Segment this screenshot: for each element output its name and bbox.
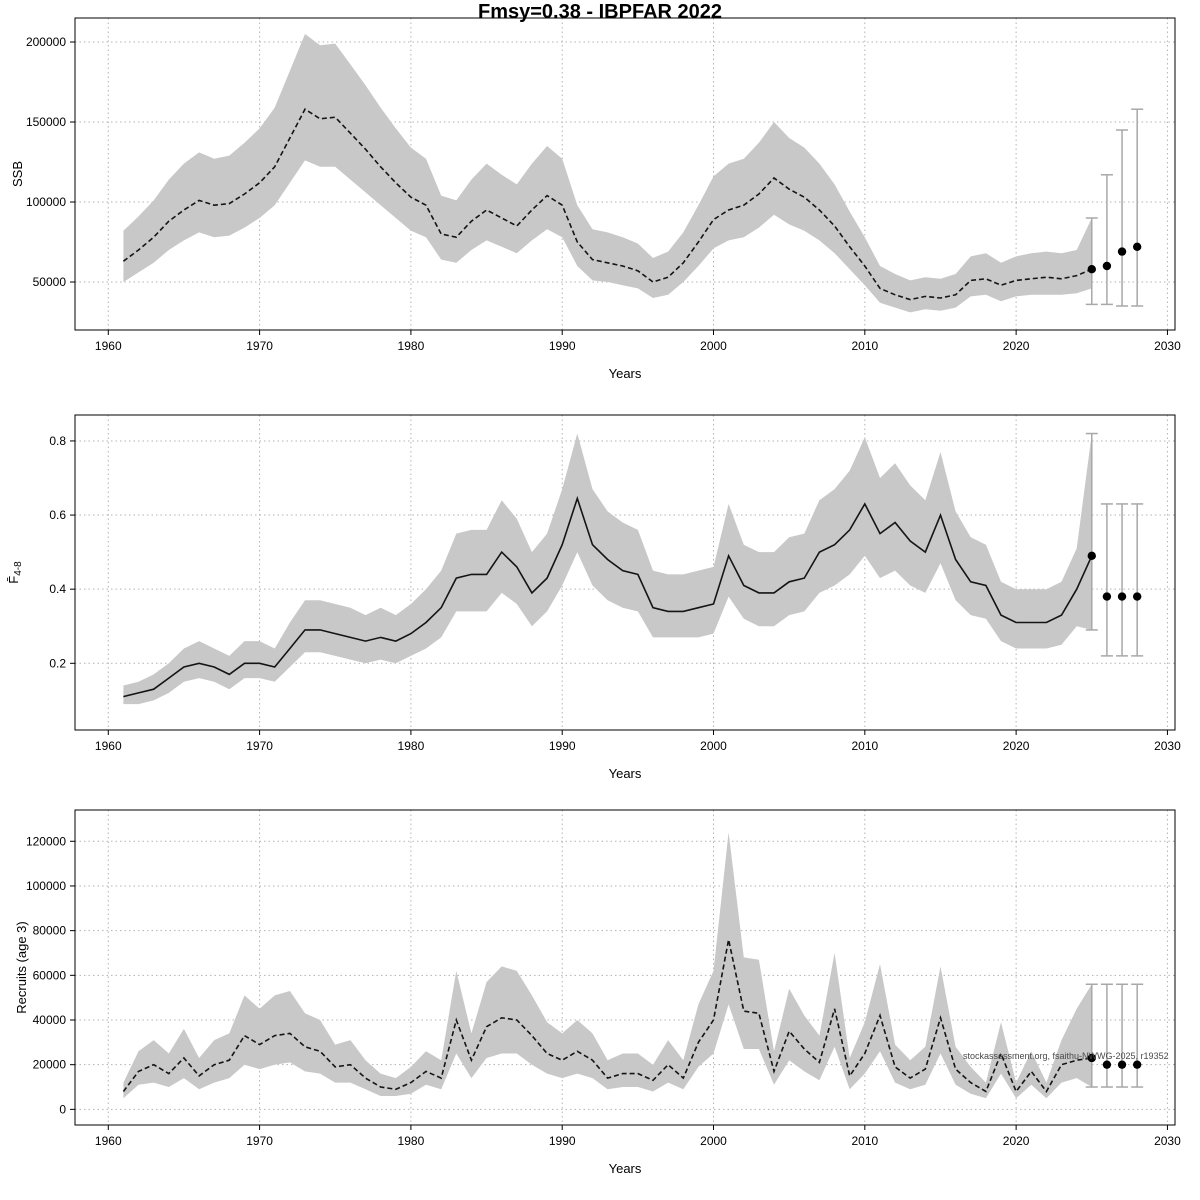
y-tick-label: 20000 (33, 1058, 67, 1072)
recruits-panel: 1960 1970 1980 1990 2000 2010 2020 2030 0 20000 40… (14, 809, 1181, 1176)
forecast-point (1117, 247, 1127, 256)
forecast-point (1117, 592, 1127, 601)
x-tick-label: 1970 (246, 1134, 273, 1148)
y-tick-label: 150000 (26, 115, 66, 129)
confidence-band (123, 433, 1092, 705)
y-axis-label: F̄4-8 (6, 561, 24, 584)
x-tick-label: 2020 (1003, 339, 1030, 353)
x-tick-label: 2020 (1003, 1134, 1030, 1148)
y-tick-label: 0.8 (49, 434, 66, 448)
confidence-band (123, 34, 1092, 313)
x-tick-label: 2020 (1003, 739, 1030, 753)
forecast-point (1132, 592, 1142, 601)
confidence-band (123, 832, 1092, 1099)
x-tick-label: 2000 (700, 339, 727, 353)
x-tick-label: 1990 (549, 1134, 576, 1148)
x-tick-label: 1970 (246, 339, 273, 353)
x-tick-label: 1960 (95, 739, 122, 753)
figure-title: Fmsy=0.38 - IBPFAR 2022 (477, 1, 722, 23)
y-tick-label: 60000 (33, 968, 67, 982)
mean-line (123, 495, 1093, 698)
x-tick-label: 2030 (1154, 1134, 1181, 1148)
x-tick-label: 1970 (246, 739, 273, 753)
x-axis-label: Years (609, 366, 642, 381)
forecast-point (1087, 551, 1096, 561)
ssb-panel: 1960 1970 1980 1990 2000 2010 2020 2030 50000 100… (10, 17, 1181, 381)
forecast-point (1102, 592, 1112, 601)
x-tick-label: 2030 (1154, 339, 1181, 353)
y-tick-label: 50000 (33, 275, 67, 289)
x-tick-label: 1980 (398, 339, 425, 353)
x-tick-label: 2010 (851, 339, 878, 353)
y-tick-label: 0 (59, 1102, 66, 1116)
x-axis-label: Years (609, 766, 642, 781)
y-tick-label: 0.4 (49, 582, 66, 596)
mean-line (122, 108, 1093, 301)
watermark-text: stockassessment.org, fsaithu-NWWG-2025, … (963, 1051, 1169, 1061)
fbar-panel: 1960 1970 1980 1990 2000 2010 2020 2030 0.2 0.4 0.… (6, 414, 1181, 781)
forecast-point (1087, 265, 1096, 274)
mean-line (122, 939, 1092, 1094)
y-tick-label: 120000 (26, 834, 66, 848)
forecast-point (1117, 1060, 1127, 1069)
x-tick-label: 1980 (398, 1134, 425, 1148)
x-axis-label: Years (609, 1161, 642, 1176)
x-tick-label: 1960 (95, 1134, 122, 1148)
forecast-point (1102, 261, 1112, 271)
y-tick-label: 0.6 (49, 508, 66, 522)
panel-frame (74, 414, 1176, 731)
x-tick-label: 1990 (549, 339, 576, 353)
panel-frame (74, 809, 1176, 1126)
forecast-point (1132, 242, 1142, 251)
y-tick-label: 100000 (26, 879, 66, 893)
y-tick-label: 200000 (26, 35, 66, 49)
y-tick-label: 0.2 (49, 656, 66, 670)
forecast-point (1102, 1060, 1112, 1069)
forecast-point (1132, 1060, 1142, 1069)
y-axis-label: Recruits (age 3) (14, 921, 29, 1013)
y-tick-label: 100000 (26, 195, 66, 209)
x-tick-label: 1980 (398, 739, 425, 753)
x-tick-label: 1990 (549, 739, 576, 753)
x-tick-label: 2010 (851, 739, 878, 753)
x-tick-label: 2010 (851, 1134, 878, 1148)
x-tick-label: 1960 (95, 339, 122, 353)
y-tick-label: 80000 (33, 924, 67, 938)
y-tick-label: 40000 (33, 1013, 67, 1027)
y-axis-label: SSB (10, 161, 25, 187)
x-tick-label: 2000 (700, 1134, 727, 1148)
x-tick-label: 2030 (1154, 739, 1181, 753)
panel-frame (74, 17, 1176, 331)
forecast-point (1087, 1053, 1096, 1063)
x-tick-label: 2000 (700, 739, 727, 753)
